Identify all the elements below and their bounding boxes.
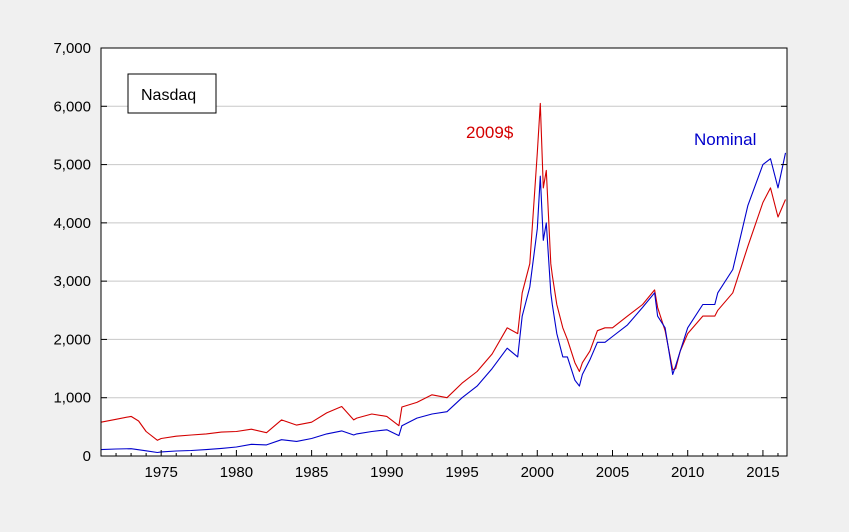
legend-box: Nasdaq bbox=[127, 73, 217, 114]
gridlines bbox=[101, 105, 787, 399]
series-label-nominal: Nominal bbox=[694, 130, 756, 149]
y-tick-label: 4,000 bbox=[53, 215, 91, 232]
y-tick-label: 6,000 bbox=[53, 98, 91, 115]
legend-box-frame bbox=[127, 73, 217, 114]
x-tick-label: 2005 bbox=[596, 464, 629, 481]
y-tick-label: 7,000 bbox=[53, 40, 91, 57]
x-tick-label: 1975 bbox=[144, 464, 177, 481]
x-tick-label: 2000 bbox=[521, 464, 554, 481]
plot-frame bbox=[100, 47, 788, 457]
legend-box-label: Nasdaq bbox=[141, 87, 196, 104]
series-label-real: 2009$ bbox=[466, 123, 514, 142]
x-tick-label: 1990 bbox=[370, 464, 403, 481]
x-tick-label: 1995 bbox=[445, 464, 478, 481]
series-lines bbox=[100, 102, 787, 454]
axis-ticks: 0 1,000 2,000 3,000 4,000 5,000 6,000 7,000 1975… bbox=[53, 40, 787, 481]
x-tick-label: 1980 bbox=[220, 464, 253, 481]
y-tick-label: 3,000 bbox=[53, 273, 91, 290]
series-line-nominal bbox=[100, 152, 787, 454]
plot-area bbox=[101, 48, 787, 456]
y-tick-label: 5,000 bbox=[53, 157, 91, 174]
x-tick-label: 1985 bbox=[295, 464, 328, 481]
y-tick-label: 0 bbox=[83, 448, 91, 465]
y-tick-label: 1,000 bbox=[53, 390, 91, 407]
x-tick-label: 2010 bbox=[671, 464, 704, 481]
y-tick-label: 2,000 bbox=[53, 331, 91, 348]
x-tick-label: 2015 bbox=[746, 464, 779, 481]
